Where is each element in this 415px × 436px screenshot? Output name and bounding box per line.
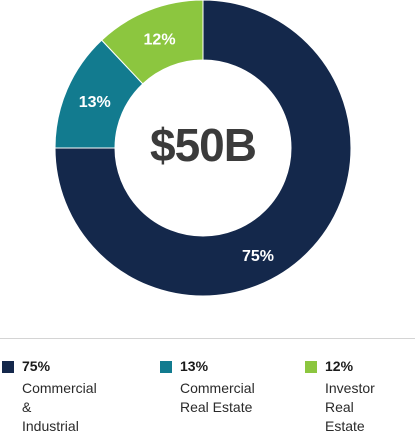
legend-percent: 12% [325,358,354,374]
slice-percent-label: 75% [242,248,274,265]
slice-percent-label: 12% [144,31,176,48]
legend-label-line: Investor Real [325,380,375,415]
legend-swatch [2,361,14,373]
legend-label: Commercial & Industrial [22,379,97,436]
center-total-label: $50B [150,119,257,171]
legend-percent: 75% [22,358,51,374]
legend-swatch [160,361,172,373]
donut-slice [54,0,352,297]
legend-divider [0,338,415,339]
donut-chart: 75% 13% 12% [54,0,352,297]
legend-label: Commercial Real Estate [180,379,255,417]
legend-label-line: Real Estate [180,399,253,415]
legend-label: Investor Real Estate [325,379,375,436]
legend-label-line: Industrial [22,418,79,434]
legend-label-line: Commercial [180,380,255,396]
slice-percent-label: 13% [79,94,111,111]
legend-swatch [305,361,317,373]
legend-percent: 13% [180,358,209,374]
donut-slice [100,0,204,85]
legend-label-line: Estate [325,418,365,434]
legend-label-line: Commercial & [22,380,97,415]
